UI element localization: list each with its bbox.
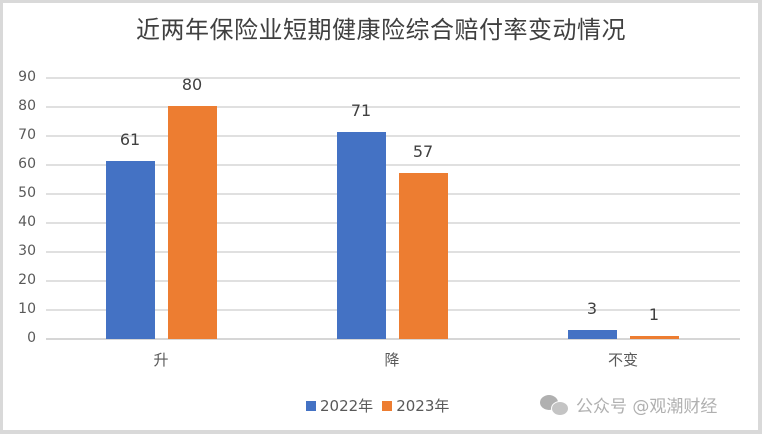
legend-item-2023: 2023年 [382,395,449,416]
data-label: 71 [350,101,372,120]
legend: 2022年 2023年 [306,395,453,416]
y-tick: 40 [18,214,36,230]
y-tick: 30 [18,243,36,259]
x-tick: 升 [153,351,169,369]
gridline-30 [46,251,740,253]
bar-2022-unchanged [568,330,617,339]
watermark-text: 公众号 @观潮财经 [576,397,718,417]
y-tick: 90 [18,69,36,85]
data-label: 3 [586,299,598,318]
y-tick: 60 [18,156,36,172]
wechat-icon [540,394,569,416]
y-tick: 10 [18,301,36,317]
watermark: 公众号 @观潮财经 [540,392,717,417]
data-label: 57 [412,142,434,161]
data-label: 61 [119,130,141,149]
legend-swatch-blue-icon [306,400,316,411]
legend-swatch-orange-icon [382,400,393,411]
chart-title: 近两年保险业短期健康险综合赔付率变动情况 [136,16,626,44]
gridline-10 [46,309,740,311]
y-tick: 50 [18,185,36,201]
bar-2023-down [399,173,448,339]
bar-2023-unchanged [630,336,679,339]
gridline-90 [46,77,740,79]
gridline-60 [46,164,740,166]
y-tick: 0 [27,330,36,346]
legend-label: 2023年 [396,397,450,415]
legend-item-2022: 2022年 [306,395,373,416]
x-axis-line [46,338,740,340]
data-label: 1 [648,305,660,324]
y-tick: 80 [18,98,36,114]
bar-2022-down [337,132,386,339]
gridline-50 [46,193,740,195]
y-tick: 20 [18,272,36,288]
gridline-80 [46,106,740,108]
x-tick: 不变 [607,351,638,369]
gridline-40 [46,222,740,224]
bar-2023-up [168,106,217,339]
gridline-70 [46,135,740,137]
legend-label: 2022年 [320,397,374,415]
x-tick: 降 [384,351,400,369]
gridline-20 [46,280,740,282]
bar-2022-up [106,161,155,339]
y-tick: 70 [18,127,36,143]
data-label: 80 [181,75,203,94]
